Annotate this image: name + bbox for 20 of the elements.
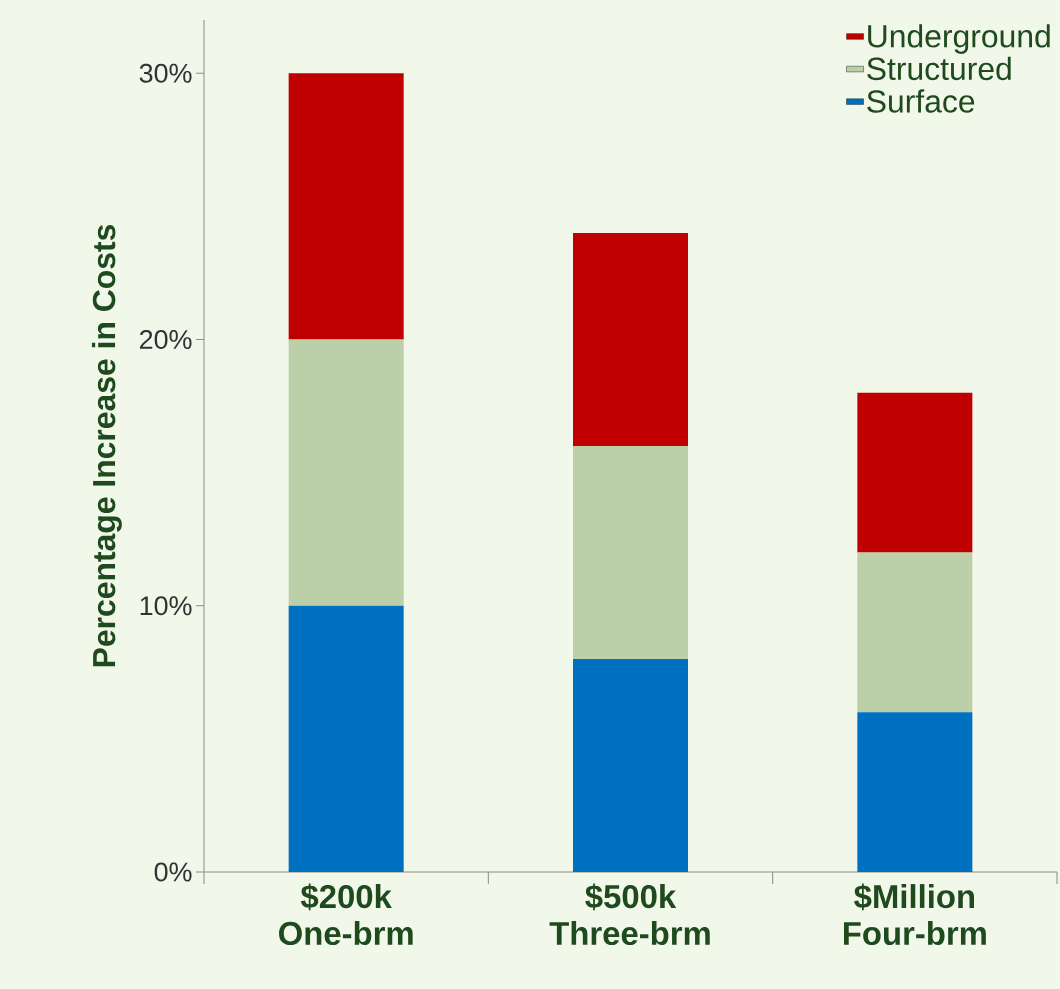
- legend-label: Underground: [868, 24, 1050, 54]
- bar: [573, 446, 689, 659]
- y-tick-label: 20%: [140, 329, 192, 350]
- legend-label: Structured: [867, 56, 1011, 81]
- x-tick-label: $Million Four-brm: [843, 883, 986, 946]
- y-tick-label: 30%: [139, 63, 192, 83]
- bar: [857, 552, 973, 713]
- y-axis-title: Percentage Increase in Costs: [91, 224, 122, 667]
- y-tick-label: 10%: [140, 596, 192, 616]
- bar: [857, 392, 973, 553]
- legend-label: Surface: [867, 89, 975, 113]
- bar: [573, 659, 689, 872]
- x-tick-label: $200k One-brm: [279, 883, 413, 946]
- x-tick-label: $500k Three-brm: [549, 883, 710, 946]
- y-tick-label: 0%: [154, 862, 192, 882]
- bar: [288, 339, 404, 606]
- bar: [288, 73, 404, 340]
- bar: [288, 605, 404, 872]
- bar: [573, 233, 689, 446]
- bar: [857, 712, 973, 872]
